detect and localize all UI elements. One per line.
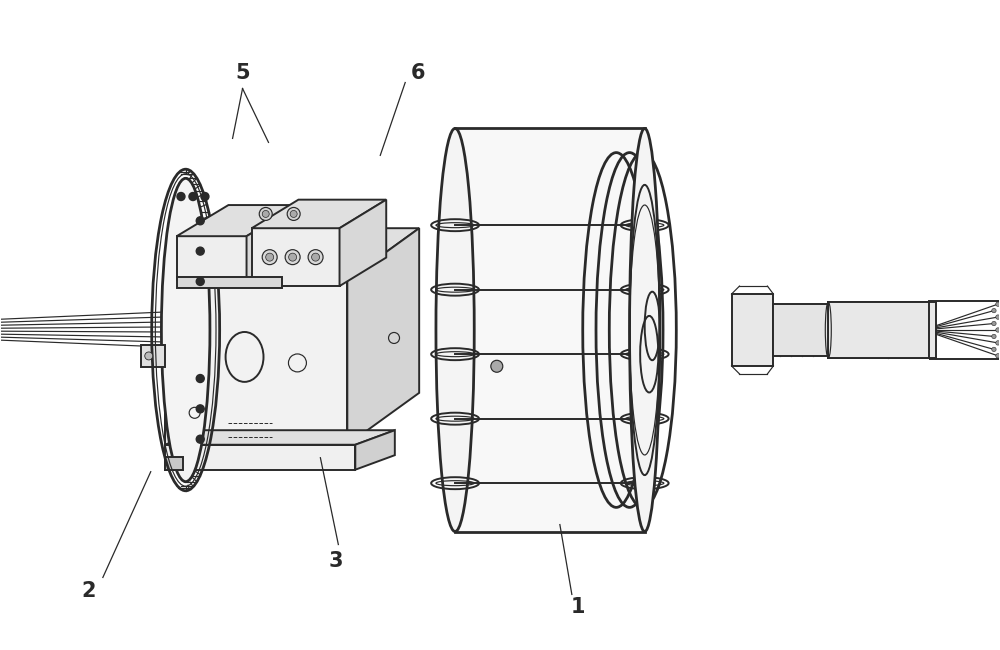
Polygon shape bbox=[165, 445, 355, 470]
Polygon shape bbox=[355, 430, 395, 470]
Ellipse shape bbox=[436, 129, 474, 532]
Circle shape bbox=[992, 347, 996, 352]
Polygon shape bbox=[252, 200, 386, 228]
Text: 6: 6 bbox=[411, 62, 425, 83]
Circle shape bbox=[262, 250, 277, 265]
Polygon shape bbox=[340, 200, 386, 286]
Polygon shape bbox=[165, 457, 183, 470]
Circle shape bbox=[992, 334, 996, 339]
Circle shape bbox=[177, 192, 185, 200]
Circle shape bbox=[189, 192, 197, 200]
Circle shape bbox=[996, 315, 1000, 319]
Circle shape bbox=[196, 278, 204, 285]
Ellipse shape bbox=[161, 178, 210, 482]
Circle shape bbox=[992, 308, 996, 313]
Circle shape bbox=[996, 354, 1000, 358]
Circle shape bbox=[996, 302, 1000, 306]
Circle shape bbox=[196, 436, 204, 443]
Polygon shape bbox=[828, 302, 936, 358]
Polygon shape bbox=[773, 304, 828, 356]
Circle shape bbox=[312, 253, 320, 261]
Polygon shape bbox=[177, 277, 282, 288]
Polygon shape bbox=[177, 205, 298, 236]
Circle shape bbox=[308, 250, 323, 265]
Circle shape bbox=[196, 217, 204, 225]
Circle shape bbox=[285, 250, 300, 265]
Polygon shape bbox=[247, 205, 298, 280]
Polygon shape bbox=[347, 228, 419, 445]
Bar bbox=[929, 301, 1000, 359]
Circle shape bbox=[996, 328, 1000, 332]
Circle shape bbox=[289, 253, 297, 261]
Polygon shape bbox=[177, 236, 247, 280]
Circle shape bbox=[259, 207, 272, 220]
Polygon shape bbox=[141, 345, 165, 367]
Circle shape bbox=[996, 341, 1000, 345]
Polygon shape bbox=[455, 129, 645, 532]
Circle shape bbox=[196, 374, 204, 382]
Circle shape bbox=[196, 247, 204, 255]
Text: 1: 1 bbox=[571, 597, 585, 618]
Circle shape bbox=[287, 207, 300, 220]
Circle shape bbox=[992, 321, 996, 326]
Circle shape bbox=[196, 405, 204, 413]
Text: 5: 5 bbox=[235, 62, 250, 83]
Circle shape bbox=[491, 360, 503, 372]
Polygon shape bbox=[252, 228, 340, 286]
Ellipse shape bbox=[630, 129, 660, 532]
Polygon shape bbox=[173, 228, 419, 280]
Circle shape bbox=[145, 352, 153, 360]
Polygon shape bbox=[165, 280, 173, 445]
Polygon shape bbox=[165, 430, 395, 445]
Circle shape bbox=[262, 211, 269, 218]
Circle shape bbox=[290, 211, 297, 218]
Circle shape bbox=[266, 253, 274, 261]
Circle shape bbox=[201, 192, 209, 200]
Text: 2: 2 bbox=[82, 582, 96, 601]
Polygon shape bbox=[732, 294, 773, 366]
Polygon shape bbox=[173, 280, 347, 445]
Text: 3: 3 bbox=[328, 551, 343, 571]
